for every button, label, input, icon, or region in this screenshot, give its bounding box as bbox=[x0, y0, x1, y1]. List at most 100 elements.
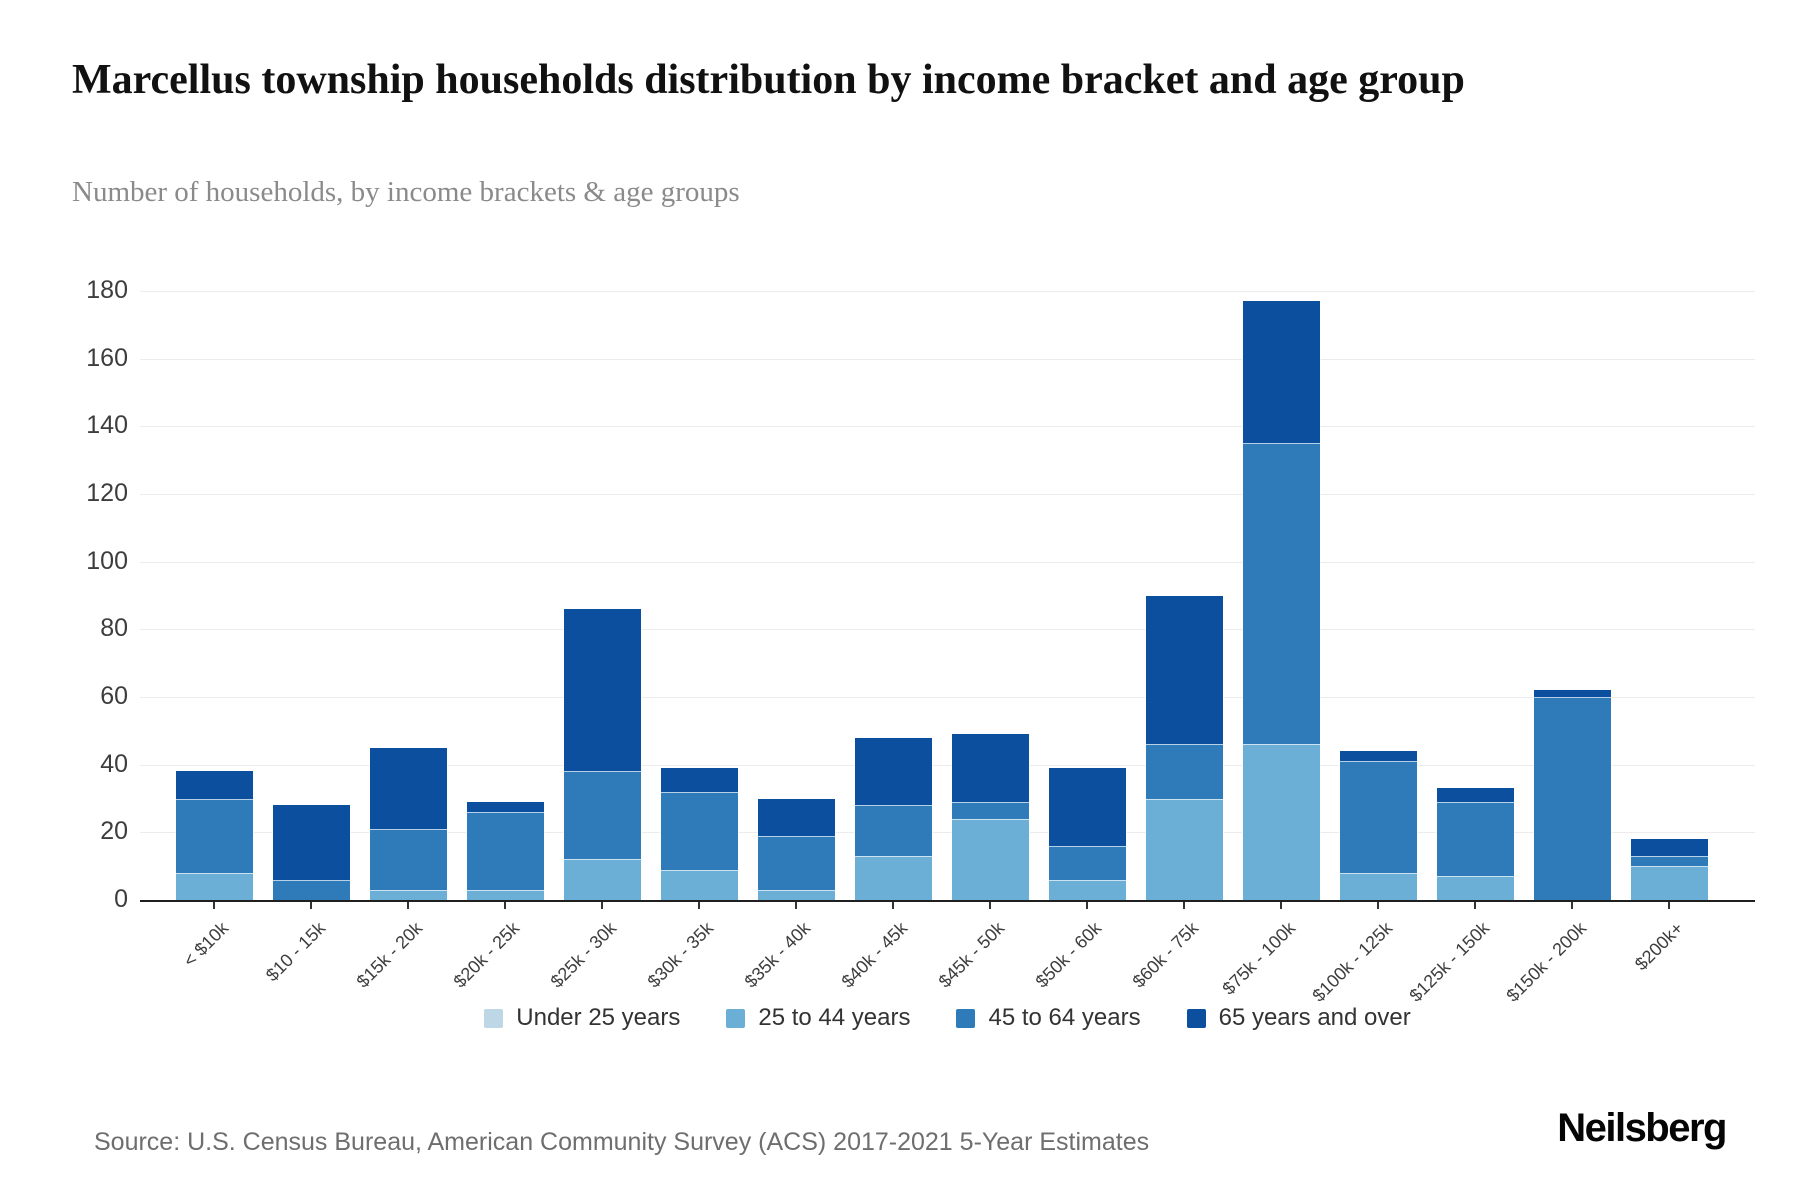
bar-60k-75k bbox=[1144, 291, 1224, 901]
x-axis-label: $25k - 30k bbox=[546, 918, 621, 992]
bar-segment-65-years-and-over bbox=[271, 804, 351, 881]
x-axis-label: $20k - 25k bbox=[449, 918, 524, 992]
bar-segment-45-to-64-years bbox=[1241, 442, 1321, 746]
bar-30k-35k bbox=[659, 291, 739, 902]
x-tick bbox=[504, 902, 506, 909]
x-axis-label: $150k - 200k bbox=[1502, 918, 1591, 1006]
y-axis-label-160: 160 bbox=[86, 343, 128, 372]
x-axis-label: $125k - 150k bbox=[1405, 918, 1494, 1006]
legend-item-65-years-and-over: 65 years and over bbox=[1186, 1004, 1411, 1032]
bar-125k-150k bbox=[1435, 291, 1515, 901]
bar-25k-30k bbox=[562, 291, 642, 901]
x-tick bbox=[1280, 902, 1282, 909]
x-axis-label: $35k - 40k bbox=[740, 918, 815, 992]
page-title: Marcellus township households distributi… bbox=[72, 57, 1465, 103]
x-tick bbox=[989, 902, 991, 909]
gridline-y120 bbox=[140, 494, 1755, 495]
bar-segment-45-to-64-years bbox=[174, 797, 254, 874]
bar-segment-65-years-and-over bbox=[1241, 300, 1321, 445]
bar-10-15k bbox=[271, 291, 351, 902]
y-axis-label-80: 80 bbox=[100, 614, 128, 643]
gridline-y100 bbox=[140, 561, 1755, 563]
x-axis-label: $10 - 15k bbox=[261, 918, 330, 986]
bar-segment-45-to-64-years bbox=[1435, 800, 1515, 878]
bar-segment-25-to-44-years bbox=[174, 871, 254, 902]
neilsberg-logo: Neilsberg bbox=[1557, 1106, 1727, 1150]
bar-segment-45-to-64-years bbox=[271, 878, 351, 902]
bar-segment-65-years-and-over bbox=[368, 746, 448, 830]
x-tick bbox=[1474, 902, 1476, 909]
x-axis-label: $50k - 60k bbox=[1031, 918, 1106, 992]
bar-segment-45-to-64-years bbox=[950, 800, 1030, 820]
bar-75k-100k bbox=[1241, 291, 1321, 901]
x-axis-label: $75k - 100k bbox=[1218, 918, 1300, 999]
bar-segment-65-years-and-over bbox=[1629, 838, 1709, 858]
y-axis-label-180: 180 bbox=[86, 276, 128, 304]
x-axis-label: $40k - 45k bbox=[837, 918, 912, 992]
bar-35k-40k bbox=[756, 291, 836, 902]
bar-segment-65-years-and-over bbox=[950, 733, 1030, 803]
legend-swatch-icon bbox=[956, 1008, 976, 1028]
bar-segment-25-to-44-years bbox=[1435, 875, 1515, 901]
bar-200k bbox=[1629, 291, 1709, 901]
x-tick bbox=[1668, 902, 1670, 909]
y-axis-label-20: 20 bbox=[100, 817, 128, 846]
x-axis-line bbox=[140, 900, 1755, 902]
bar-segment-25-to-44-years bbox=[562, 858, 642, 901]
bar-segment-25-to-44-years bbox=[1144, 797, 1224, 901]
bar-segment-25-to-44-years bbox=[1047, 878, 1127, 902]
legend-item-25-to-44-years: 25 to 44 years bbox=[726, 1004, 910, 1032]
bar-segment-45-to-64-years bbox=[853, 804, 933, 858]
bar-segment-25-to-44-years bbox=[1338, 871, 1418, 902]
legend-swatch-icon bbox=[726, 1008, 746, 1028]
legend-swatch-icon bbox=[484, 1008, 504, 1028]
bar-20k-25k bbox=[465, 291, 545, 902]
bar-segment-65-years-and-over bbox=[1047, 767, 1127, 847]
page-subtitle: Number of households, by income brackets… bbox=[72, 176, 740, 208]
gridline-y60 bbox=[140, 697, 1755, 698]
y-axis-label-120: 120 bbox=[86, 479, 128, 507]
y-axis-label-40: 40 bbox=[100, 749, 128, 778]
x-axis-label: $200k+ bbox=[1630, 918, 1688, 975]
x-tick bbox=[407, 902, 409, 909]
bar-segment-45-to-64-years bbox=[465, 811, 545, 891]
bar-segment-25-to-44-years bbox=[1629, 865, 1709, 901]
bar-segment-25-to-44-years bbox=[853, 855, 933, 901]
x-tick bbox=[1571, 902, 1573, 909]
bar-segment-25-to-44-years bbox=[756, 888, 836, 902]
x-tick bbox=[310, 902, 312, 909]
bar-segment-45-to-64-years bbox=[756, 834, 836, 891]
bar-segment-65-years-and-over bbox=[659, 767, 739, 793]
bar-segment-65-years-and-over bbox=[1532, 689, 1612, 698]
bar-100k-125k bbox=[1338, 291, 1418, 902]
y-axis-label-100: 100 bbox=[86, 546, 128, 575]
x-axis-label: $60k - 75k bbox=[1128, 918, 1203, 992]
bar-segment-45-to-64-years bbox=[1532, 696, 1612, 901]
bar-segment-25-to-44-years bbox=[950, 817, 1030, 902]
bar-segment-65-years-and-over bbox=[1435, 787, 1515, 803]
x-tick bbox=[213, 902, 215, 909]
chart-legend: Under 25 years 25 to 44 years 45 to 64 yea… bbox=[140, 1004, 1755, 1032]
bar-segment-65-years-and-over bbox=[1338, 750, 1418, 763]
bar-segment-45-to-64-years bbox=[368, 827, 448, 891]
x-tick bbox=[795, 902, 797, 909]
x-axis-label: $100k - 125k bbox=[1308, 918, 1397, 1006]
bar-50k-60k bbox=[1047, 291, 1127, 902]
bar-segment-65-years-and-over bbox=[1144, 594, 1224, 746]
x-axis-label: $15k - 20k bbox=[352, 918, 427, 992]
bar-segment-25-to-44-years bbox=[465, 888, 545, 902]
x-tick bbox=[892, 902, 894, 909]
y-axis-label-140: 140 bbox=[86, 411, 128, 440]
gridline-y40 bbox=[140, 764, 1755, 766]
bar-segment-65-years-and-over bbox=[756, 797, 836, 837]
x-tick bbox=[1183, 902, 1185, 909]
bar-segment-45-to-64-years bbox=[1144, 743, 1224, 800]
bar-segment-45-to-64-years bbox=[1629, 855, 1709, 868]
bar-segment-25-to-44-years bbox=[659, 868, 739, 902]
x-tick bbox=[1377, 902, 1379, 909]
bar-segment-25-to-44-years bbox=[368, 888, 448, 902]
gridline-y80 bbox=[140, 629, 1755, 631]
bar-segment-45-to-64-years bbox=[562, 770, 642, 861]
